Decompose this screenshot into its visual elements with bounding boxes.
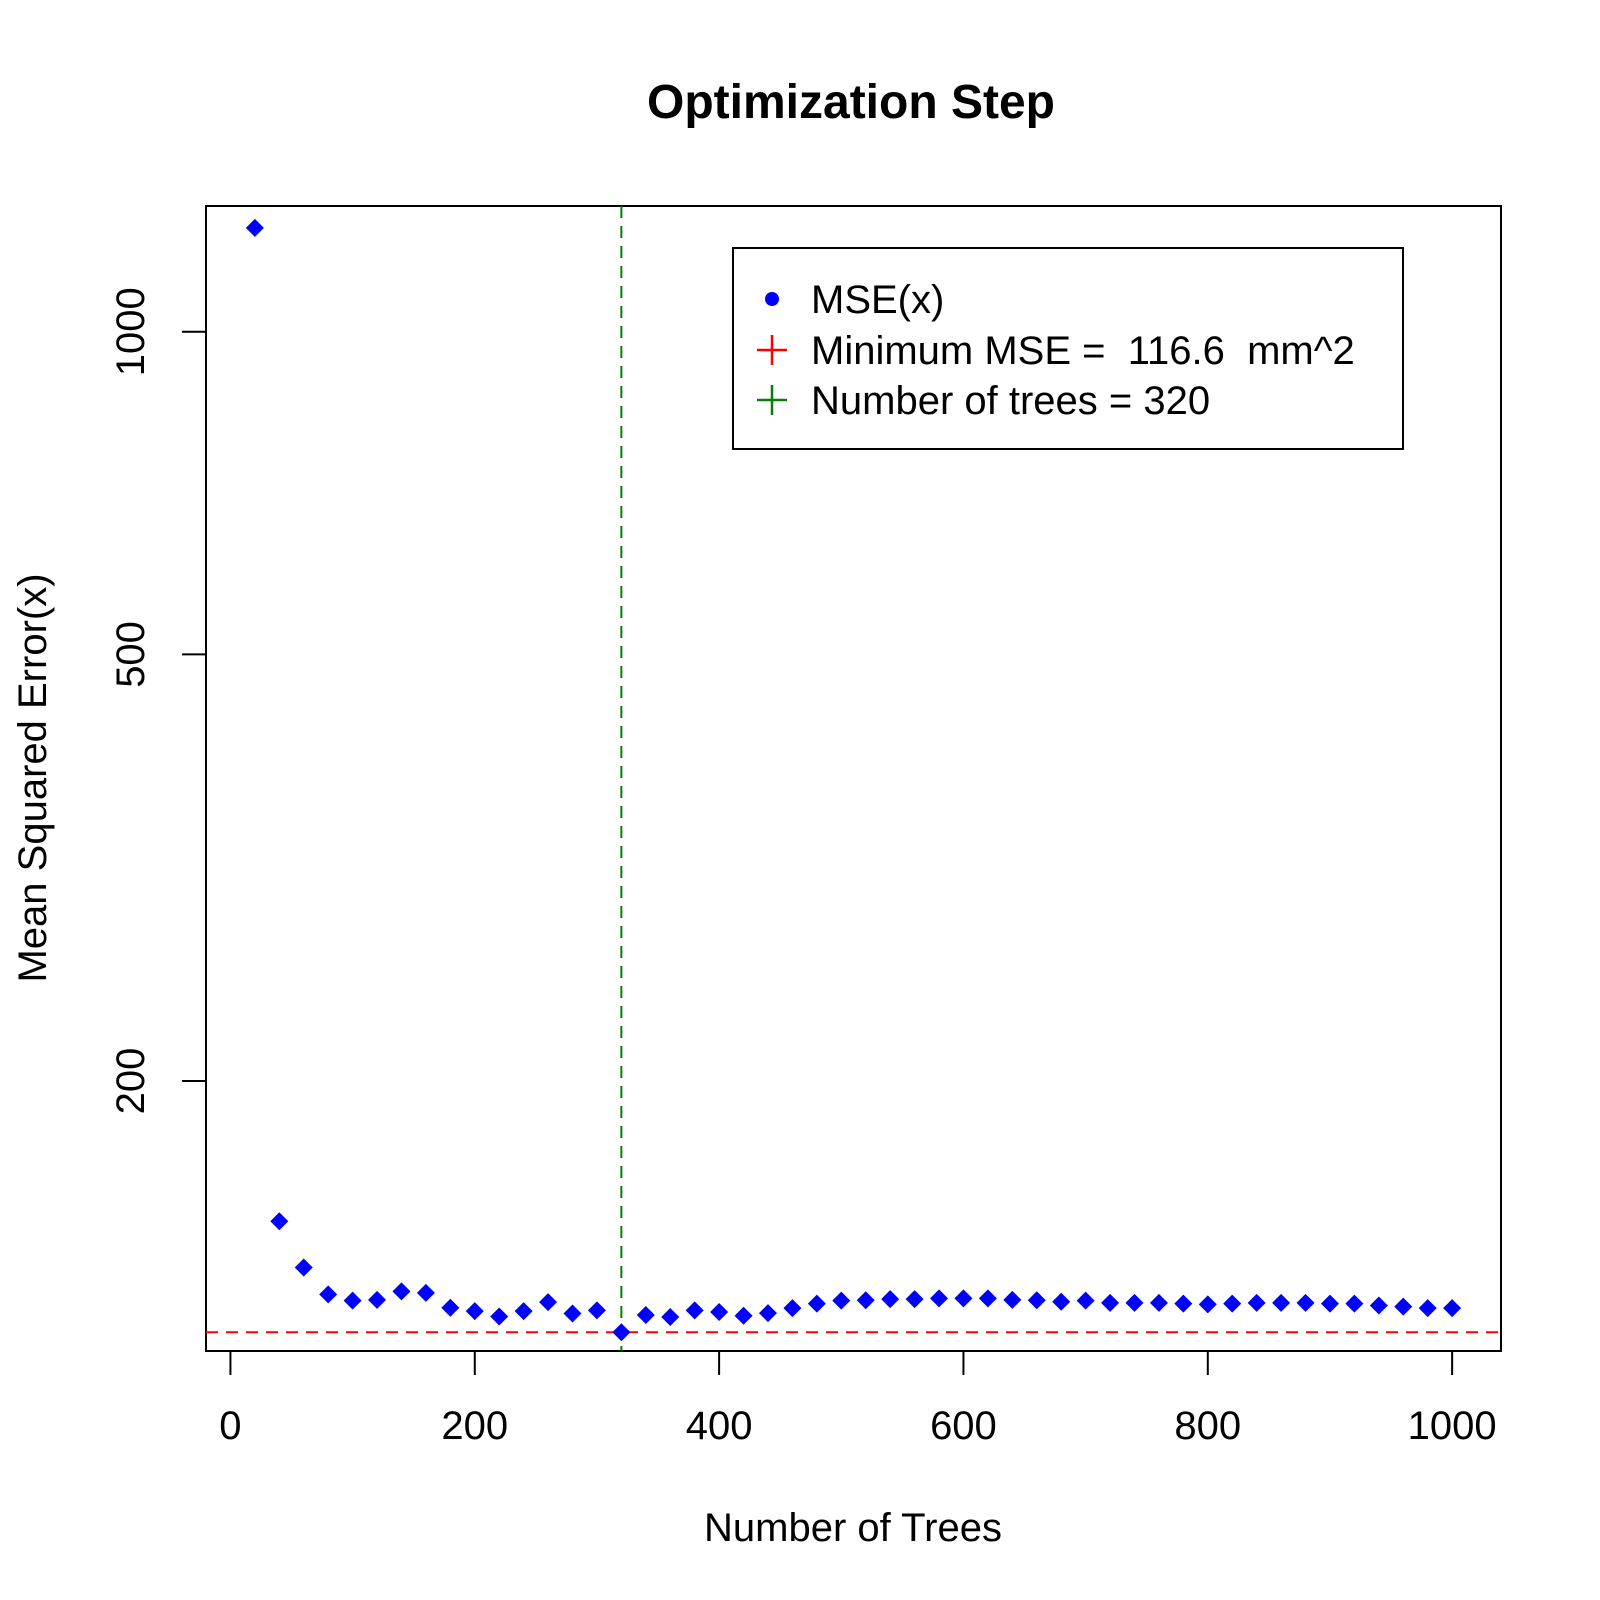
- legend-label: Number of trees = 320: [811, 379, 1210, 423]
- x-tick-label: 600: [930, 1404, 997, 1448]
- data-point: [734, 1306, 753, 1325]
- data-point: [294, 1258, 313, 1277]
- data-point: [1296, 1293, 1315, 1312]
- x-tick-label: 1000: [1408, 1404, 1497, 1448]
- data-point: [807, 1294, 826, 1313]
- data-point: [905, 1290, 924, 1309]
- x-tick-label: 0: [219, 1404, 241, 1448]
- data-point: [1443, 1299, 1462, 1318]
- data-point: [514, 1302, 533, 1321]
- legend-box: [732, 247, 1404, 450]
- x-tick-label: 200: [441, 1404, 508, 1448]
- data-point: [661, 1307, 680, 1326]
- data-point: [758, 1304, 777, 1323]
- data-point: [930, 1289, 949, 1308]
- data-point: [832, 1291, 851, 1310]
- legend-label: Minimum MSE = 116.6 mm^2: [811, 329, 1355, 373]
- data-point: [587, 1301, 606, 1320]
- data-point: [954, 1289, 973, 1308]
- x-axis: 0 200 400 600 800 1000: [219, 1350, 1497, 1448]
- data-point: [1418, 1299, 1437, 1318]
- data-point: [1394, 1297, 1413, 1316]
- data-point: [368, 1290, 387, 1309]
- chart-title: Optimization Step: [647, 76, 1055, 129]
- y-axis: 200 500 1000: [109, 287, 207, 1115]
- legend-plus-icon: [757, 385, 787, 415]
- y-tick-label: 200: [109, 1048, 153, 1115]
- data-point: [416, 1283, 435, 1302]
- x-tick-label: 800: [1174, 1404, 1241, 1448]
- data-point: [1345, 1294, 1364, 1313]
- reference-lines: [206, 206, 1501, 1351]
- y-tick-label: 1000: [109, 287, 153, 376]
- data-point: [270, 1212, 289, 1231]
- data-point: [1027, 1291, 1046, 1310]
- legend-plus-icon: [757, 335, 787, 365]
- data-point: [636, 1306, 655, 1325]
- y-tick-label: 500: [109, 621, 153, 688]
- data-point: [539, 1293, 558, 1312]
- data-point: [881, 1290, 900, 1309]
- data-point: [1320, 1294, 1339, 1313]
- data-point: [465, 1302, 484, 1321]
- data-point: [563, 1304, 582, 1323]
- data-point: [856, 1291, 875, 1310]
- data-point: [319, 1285, 338, 1304]
- data-point: [612, 1323, 631, 1342]
- x-axis-label: Number of Trees: [704, 1506, 1002, 1550]
- data-point: [1003, 1290, 1022, 1309]
- data-point: [978, 1289, 997, 1308]
- legend-items: MSE(x) Minimum MSE = 116.6 mm^2 Number of …: [757, 278, 1355, 423]
- data-point: [441, 1298, 460, 1317]
- legend: MSE(x) Minimum MSE = 116.6 mm^2 Number of …: [732, 247, 1404, 450]
- data-point: [1174, 1294, 1193, 1313]
- data-point: [490, 1307, 509, 1326]
- data-point: [1247, 1293, 1266, 1312]
- data-points: [245, 218, 1462, 1342]
- x-tick-label: 400: [686, 1404, 753, 1448]
- data-point: [1125, 1293, 1144, 1312]
- data-point: [1223, 1294, 1242, 1313]
- data-point: [783, 1299, 802, 1318]
- legend-label: MSE(x): [811, 278, 944, 322]
- data-point: [1369, 1296, 1388, 1315]
- data-point: [710, 1302, 729, 1321]
- data-point: [1076, 1291, 1095, 1310]
- data-point: [343, 1291, 362, 1310]
- data-point: [392, 1282, 411, 1301]
- data-point: [1149, 1293, 1168, 1312]
- data-point: [245, 218, 264, 237]
- data-point: [685, 1301, 704, 1320]
- data-point: [1272, 1293, 1291, 1312]
- y-axis-label: Mean Squared Error(x): [11, 573, 55, 982]
- data-point: [1052, 1292, 1071, 1311]
- data-point: [1101, 1293, 1120, 1312]
- data-point: [1198, 1295, 1217, 1314]
- legend-dot-icon: [765, 292, 779, 306]
